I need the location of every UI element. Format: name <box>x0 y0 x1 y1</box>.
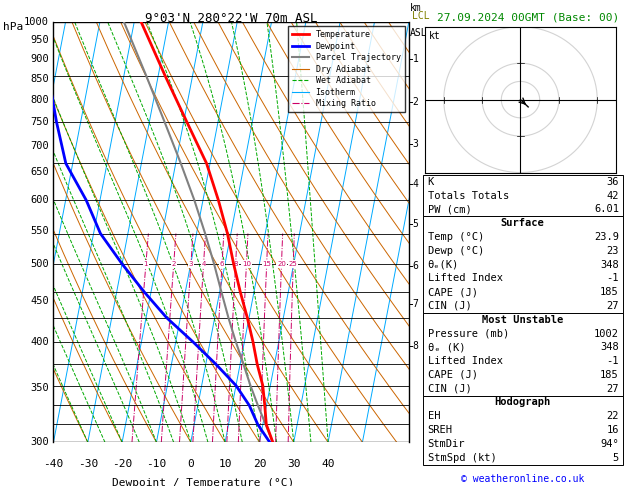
Text: 27.09.2024 00GMT (Base: 00): 27.09.2024 00GMT (Base: 00) <box>437 12 620 22</box>
Text: 450: 450 <box>30 295 49 306</box>
Text: 550: 550 <box>30 226 49 236</box>
Text: 8: 8 <box>233 261 238 267</box>
Text: 30: 30 <box>287 459 301 469</box>
Text: PW (cm): PW (cm) <box>428 205 472 214</box>
Text: 400: 400 <box>30 337 49 347</box>
Text: 350: 350 <box>30 383 49 394</box>
Text: K: K <box>428 177 434 187</box>
Text: 36: 36 <box>606 177 619 187</box>
Text: 3: 3 <box>413 139 418 149</box>
Text: θₑ(K): θₑ(K) <box>428 260 459 270</box>
Text: -40: -40 <box>43 459 64 469</box>
Text: 5: 5 <box>613 452 619 463</box>
Text: 40: 40 <box>321 459 335 469</box>
Text: 23: 23 <box>606 246 619 256</box>
Text: LCL: LCL <box>413 11 430 21</box>
Text: 20: 20 <box>253 459 266 469</box>
Text: 2: 2 <box>413 97 418 107</box>
Text: SREH: SREH <box>428 425 453 435</box>
Text: StmDir: StmDir <box>428 439 465 449</box>
Text: 950: 950 <box>30 35 49 45</box>
Text: Totals Totals: Totals Totals <box>428 191 509 201</box>
Text: Hodograph: Hodograph <box>494 398 551 407</box>
Text: 850: 850 <box>30 73 49 84</box>
Text: 600: 600 <box>30 195 49 205</box>
Text: 25: 25 <box>289 261 298 267</box>
Text: Temp (°C): Temp (°C) <box>428 232 484 242</box>
Text: 900: 900 <box>30 53 49 64</box>
Text: 6: 6 <box>413 261 418 271</box>
Text: CIN (J): CIN (J) <box>428 301 472 311</box>
Text: CAPE (J): CAPE (J) <box>428 370 477 380</box>
Text: 185: 185 <box>600 370 619 380</box>
Text: 348: 348 <box>600 342 619 352</box>
Text: 1000: 1000 <box>24 17 49 27</box>
Text: CIN (J): CIN (J) <box>428 383 472 394</box>
Text: ASL: ASL <box>409 28 427 38</box>
Text: -1: -1 <box>606 274 619 283</box>
Text: 650: 650 <box>30 167 49 177</box>
Text: 185: 185 <box>600 287 619 297</box>
Text: 10: 10 <box>242 261 251 267</box>
Text: 1: 1 <box>143 261 148 267</box>
Text: -30: -30 <box>77 459 98 469</box>
Text: 3: 3 <box>189 261 193 267</box>
Text: StmSpd (kt): StmSpd (kt) <box>428 452 496 463</box>
Text: 42: 42 <box>606 191 619 201</box>
Text: 23.9: 23.9 <box>594 232 619 242</box>
Text: 300: 300 <box>30 437 49 447</box>
Text: -20: -20 <box>112 459 132 469</box>
Text: hPa: hPa <box>3 22 23 32</box>
Text: 27: 27 <box>606 383 619 394</box>
Text: Pressure (mb): Pressure (mb) <box>428 329 509 339</box>
Text: Mixing Ratio (g/kg): Mixing Ratio (g/kg) <box>428 181 437 283</box>
Text: Lifted Index: Lifted Index <box>428 274 503 283</box>
Text: EH: EH <box>428 411 440 421</box>
Text: 5: 5 <box>413 219 418 229</box>
Text: 700: 700 <box>30 141 49 152</box>
Text: 4: 4 <box>413 179 418 190</box>
Text: 4: 4 <box>201 261 206 267</box>
Text: 0: 0 <box>187 459 194 469</box>
Text: 2: 2 <box>172 261 176 267</box>
Text: 16: 16 <box>606 425 619 435</box>
Text: CAPE (J): CAPE (J) <box>428 287 477 297</box>
Text: kt: kt <box>428 31 440 41</box>
Text: -10: -10 <box>147 459 167 469</box>
Text: 6.01: 6.01 <box>594 205 619 214</box>
Text: 20: 20 <box>277 261 286 267</box>
Text: © weatheronline.co.uk: © weatheronline.co.uk <box>461 474 584 484</box>
Text: 8: 8 <box>413 341 418 351</box>
Text: 348: 348 <box>600 260 619 270</box>
Text: -1: -1 <box>606 356 619 366</box>
Text: 15: 15 <box>262 261 271 267</box>
Text: 10: 10 <box>218 459 232 469</box>
Text: 750: 750 <box>30 117 49 127</box>
Text: km: km <box>409 3 421 14</box>
Text: 22: 22 <box>606 411 619 421</box>
Text: 7: 7 <box>413 299 418 309</box>
Text: 1: 1 <box>413 54 418 65</box>
Text: 94°: 94° <box>600 439 619 449</box>
Text: 500: 500 <box>30 259 49 269</box>
Text: 1002: 1002 <box>594 329 619 339</box>
Text: Lifted Index: Lifted Index <box>428 356 503 366</box>
Text: 27: 27 <box>606 301 619 311</box>
Text: 6: 6 <box>220 261 225 267</box>
Text: θₑ (K): θₑ (K) <box>428 342 465 352</box>
Legend: Temperature, Dewpoint, Parcel Trajectory, Dry Adiabat, Wet Adiabat, Isotherm, Mi: Temperature, Dewpoint, Parcel Trajectory… <box>288 26 404 112</box>
Text: Surface: Surface <box>501 218 545 228</box>
Text: 9°03'N 280°22'W 70m ASL: 9°03'N 280°22'W 70m ASL <box>145 12 318 25</box>
Text: 800: 800 <box>30 95 49 105</box>
Text: Most Unstable: Most Unstable <box>482 315 564 325</box>
Text: Dewpoint / Temperature (°C): Dewpoint / Temperature (°C) <box>111 478 294 486</box>
Text: Dewp (°C): Dewp (°C) <box>428 246 484 256</box>
